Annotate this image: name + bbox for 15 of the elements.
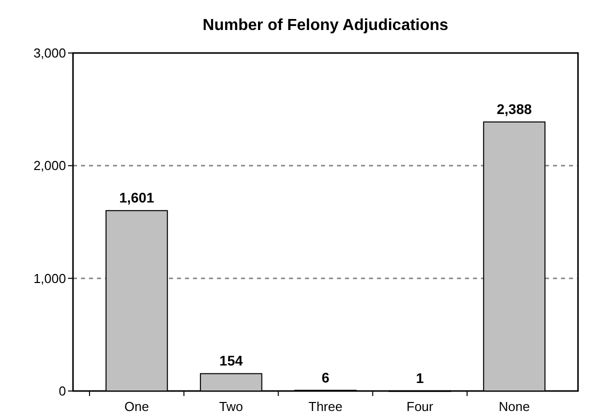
data-label: 154 — [219, 352, 243, 369]
chart-title: Number of Felony Adjudications — [202, 17, 448, 34]
x-tick-label: Four — [406, 399, 434, 414]
data-label: 1 — [416, 370, 424, 386]
data-label: 6 — [322, 369, 330, 386]
x-tick-label: One — [124, 399, 150, 414]
y-tick-label: 3,000 — [33, 46, 66, 61]
x-tick-label: Three — [308, 399, 342, 414]
x-tick-label: None — [498, 399, 530, 414]
x-tick-label: Two — [219, 399, 244, 414]
data-label: 1,601 — [119, 190, 154, 206]
data-label: 2,388 — [496, 100, 532, 117]
y-tick-label: 0 — [58, 384, 66, 399]
y-tick-label: 2,000 — [33, 158, 66, 174]
y-tick-label: 1,000 — [33, 270, 66, 286]
